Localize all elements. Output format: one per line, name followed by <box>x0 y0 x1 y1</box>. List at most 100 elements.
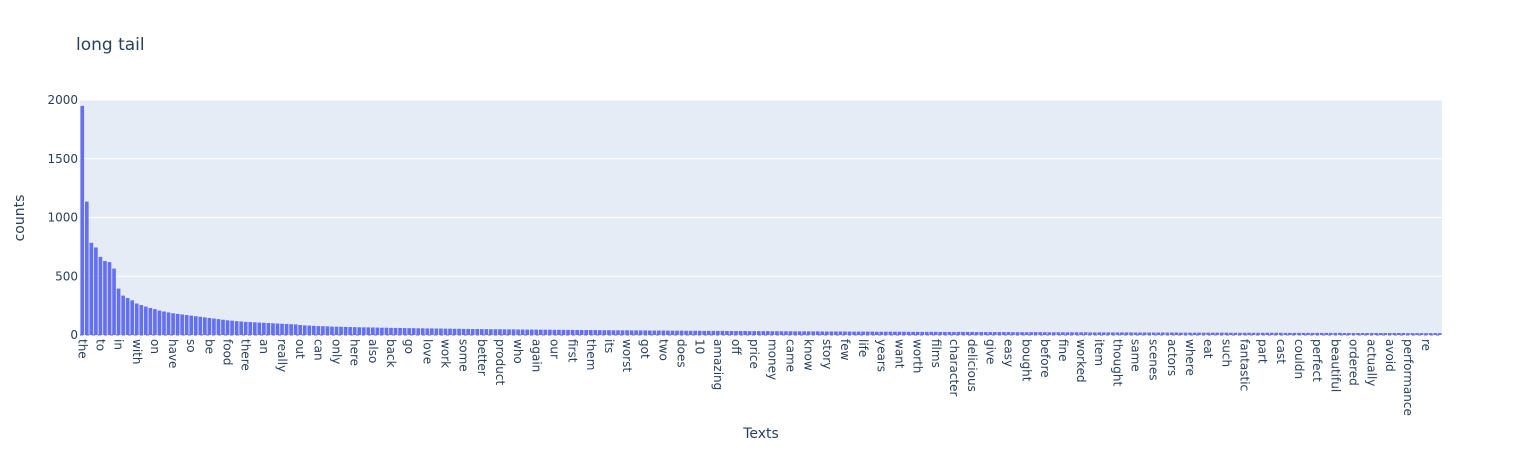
bar <box>134 303 139 335</box>
bar <box>534 329 539 335</box>
bar <box>239 321 243 335</box>
bar <box>1002 332 1006 335</box>
bars <box>80 105 1442 336</box>
bar <box>1283 332 1288 335</box>
bar <box>861 331 865 335</box>
bar <box>1160 332 1165 335</box>
bar <box>212 318 216 335</box>
bar <box>1156 332 1161 335</box>
bar <box>257 322 262 335</box>
bar <box>311 325 316 335</box>
bar <box>911 331 915 335</box>
bar <box>543 329 548 335</box>
bar <box>1224 332 1229 335</box>
x-tick-label: worth <box>911 339 925 373</box>
bar <box>498 329 502 335</box>
bar <box>411 328 416 335</box>
bar <box>652 330 657 335</box>
bar <box>770 331 775 335</box>
bar <box>271 323 275 335</box>
x-tick-label: on <box>148 339 162 354</box>
bar <box>743 331 747 335</box>
bar <box>706 330 711 335</box>
bar <box>647 330 652 335</box>
x-tick-label: few <box>838 339 852 361</box>
x-tick-label: actually <box>1365 339 1379 386</box>
x-tick-label: character <box>947 339 961 397</box>
bar <box>116 288 121 335</box>
bar <box>747 331 752 335</box>
bar <box>98 256 103 335</box>
x-tick-label: films <box>929 339 943 368</box>
x-tick-label: can <box>311 339 325 361</box>
bar <box>670 330 675 335</box>
bar <box>284 323 289 335</box>
bar <box>1328 332 1333 335</box>
x-tick-label: have <box>166 339 180 368</box>
bar <box>1070 332 1074 335</box>
bar <box>938 331 943 335</box>
bar <box>752 331 756 335</box>
bar <box>1229 332 1233 335</box>
x-tick-label: with <box>130 339 144 364</box>
x-tick-label: its <box>602 339 616 353</box>
x-tick-label: cast <box>1274 339 1288 364</box>
bar <box>484 329 489 336</box>
bar <box>970 331 974 335</box>
x-tick-label: them <box>584 339 598 370</box>
bar <box>1274 332 1279 335</box>
bar <box>688 330 693 335</box>
bar <box>834 331 838 335</box>
bar <box>1374 333 1378 335</box>
x-tick-label: 10 <box>693 339 707 354</box>
bar <box>103 260 107 335</box>
chart-title: long tail <box>76 35 145 55</box>
bar <box>893 331 897 335</box>
y-tick-label: 2000 <box>47 93 78 107</box>
bar <box>1347 333 1351 335</box>
bar <box>1392 333 1397 335</box>
bar <box>1183 332 1188 335</box>
bar <box>756 331 761 335</box>
bar <box>144 306 148 335</box>
bar <box>1106 332 1111 335</box>
bar <box>988 332 993 335</box>
bar <box>157 310 162 335</box>
bar <box>1120 332 1124 335</box>
bar <box>1265 332 1270 335</box>
bar <box>184 315 189 335</box>
x-tick-label: the <box>75 339 89 359</box>
bar <box>1142 332 1147 335</box>
bar <box>979 332 983 335</box>
x-tick-label: avoid <box>1383 339 1397 372</box>
x-axis-title: Texts <box>742 426 779 442</box>
bar <box>507 329 511 335</box>
bar <box>389 327 393 335</box>
bar <box>1233 332 1238 335</box>
x-tick-label: again <box>529 339 543 372</box>
x-tick-label: fine <box>1056 339 1070 362</box>
x-tick-label: back <box>384 339 398 368</box>
bar <box>112 268 116 335</box>
bar <box>198 316 203 335</box>
bar <box>1401 333 1406 335</box>
bar <box>620 330 625 335</box>
bar <box>897 331 902 335</box>
bar <box>943 331 947 335</box>
x-tick-label: so <box>184 339 198 353</box>
x-tick-label: there <box>239 339 253 371</box>
bar <box>1260 332 1265 335</box>
x-tick-label: know <box>802 339 816 371</box>
bar <box>611 330 616 335</box>
x-tick-label: be <box>202 339 216 354</box>
bar <box>89 242 94 335</box>
bar <box>393 327 398 335</box>
bar <box>262 322 266 335</box>
bar <box>702 330 707 335</box>
bar <box>974 332 979 335</box>
bar <box>1065 332 1070 335</box>
bar <box>1042 332 1047 335</box>
bar <box>330 326 334 335</box>
x-tick-label: came <box>784 339 798 372</box>
bar <box>1079 332 1083 335</box>
